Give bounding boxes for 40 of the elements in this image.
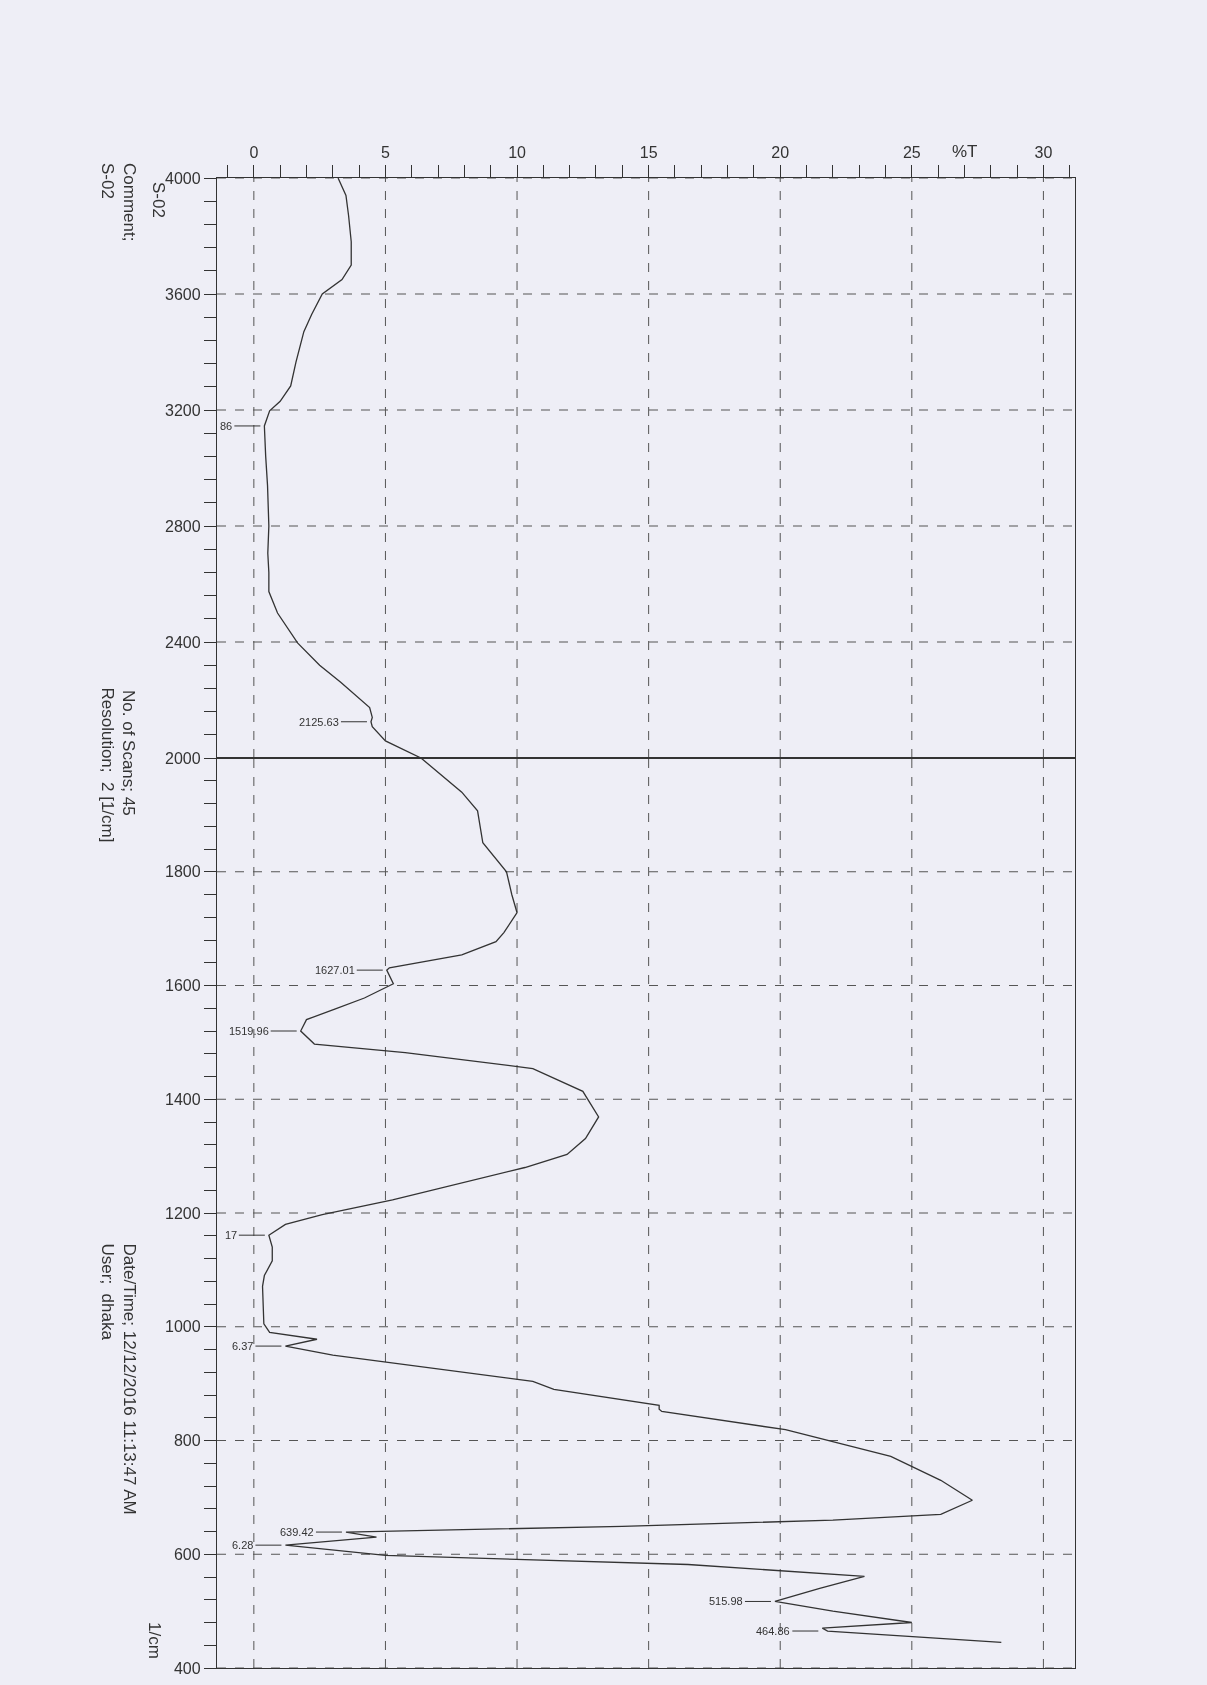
y-tick-label: 600 bbox=[173, 1545, 201, 1563]
annotation: 1519.96 bbox=[229, 1025, 269, 1037]
y-tick-label: 2400 bbox=[165, 633, 201, 651]
x-tick-label: 15 bbox=[639, 144, 658, 162]
text: Resolution; 2 [1/cm] bbox=[97, 687, 117, 843]
annotation: 464.86 bbox=[756, 1625, 790, 1637]
y-tick-label: 2800 bbox=[165, 517, 201, 535]
y-tick-label: 1800 bbox=[165, 863, 201, 881]
annotation: 1627.01 bbox=[315, 964, 355, 976]
text: Date/Time; 12/12/2016 11:13:47 AM bbox=[119, 1243, 139, 1515]
y-tick-label: 1400 bbox=[165, 1090, 201, 1108]
x-tick-label: 5 bbox=[380, 144, 390, 162]
x-tick-label: 0 bbox=[249, 144, 259, 162]
annotation: 2125.63 bbox=[299, 716, 339, 728]
y-tick-label: 1000 bbox=[165, 1318, 201, 1336]
x-tick-label: 20 bbox=[771, 144, 790, 162]
text: S-02 bbox=[98, 163, 117, 199]
x-tick-label: 10 bbox=[508, 144, 527, 162]
y-tick-label: 4000 bbox=[165, 169, 201, 187]
text: Comment; bbox=[120, 163, 139, 242]
annotation: 639.42 bbox=[280, 1526, 314, 1538]
annotation: 86 bbox=[220, 420, 233, 432]
y-tick-label: 3600 bbox=[165, 285, 201, 303]
annotation: 6.37 bbox=[232, 1340, 254, 1352]
text: 1/cm bbox=[145, 1622, 164, 1659]
annotation: 515.98 bbox=[709, 1595, 743, 1607]
x-tick-label: 30 bbox=[1034, 144, 1053, 162]
y-tick-label: 3200 bbox=[165, 401, 201, 419]
x-tick-label: 25 bbox=[902, 144, 921, 162]
text: User; dhaka bbox=[97, 1243, 117, 1341]
text: S-02 bbox=[149, 182, 168, 218]
annotation: 17 bbox=[225, 1229, 238, 1241]
y-tick-label: 400 bbox=[173, 1659, 201, 1677]
y-tick-label: 2000 bbox=[165, 749, 201, 767]
text: No. of Scans; 45 bbox=[119, 690, 138, 816]
x-axis-title: %T bbox=[952, 142, 978, 161]
y-tick-label: 800 bbox=[173, 1432, 201, 1450]
y-tick-label: 1200 bbox=[165, 1204, 201, 1222]
y-tick-label: 1600 bbox=[165, 977, 201, 995]
annotation: 6.28 bbox=[232, 1539, 254, 1551]
